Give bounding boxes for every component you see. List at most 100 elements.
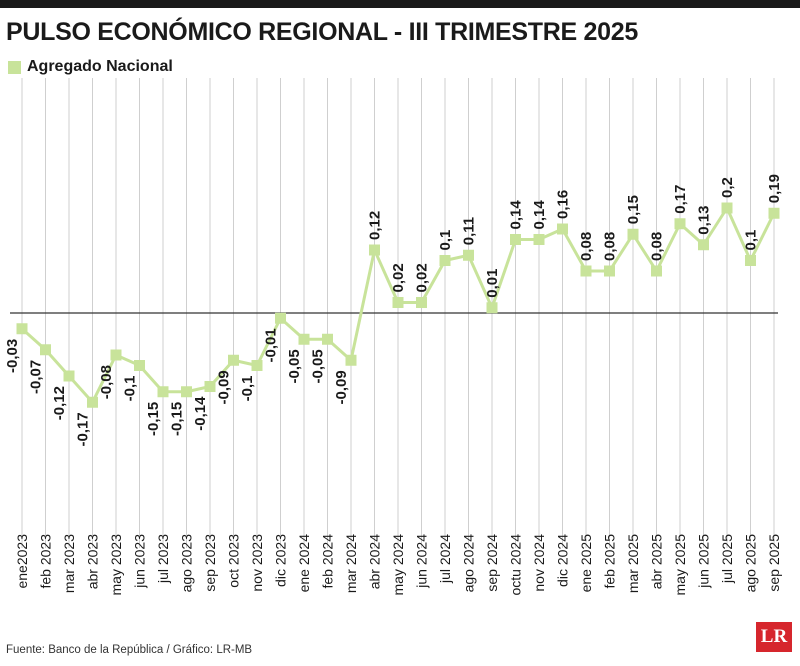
data-point — [627, 228, 639, 240]
data-label: 0,02 — [390, 263, 407, 292]
data-point — [251, 360, 263, 371]
data-label: -0,15 — [169, 402, 186, 436]
x-tick-label: jul 2025 — [719, 534, 735, 584]
line-chart: -0,03-0,07-0,12-0,17-0,08 -0,1-0,15 -0,15-… — [4, 78, 783, 596]
data-point — [533, 234, 545, 245]
data-label: 0,13 — [696, 206, 713, 235]
x-tick-label: feb 2023 — [38, 534, 54, 589]
data-point — [557, 223, 568, 235]
x-tick-label: abr 2025 — [649, 534, 665, 589]
x-tick-label: feb 2024 — [320, 534, 336, 589]
data-point — [63, 370, 75, 382]
data-point — [16, 323, 28, 335]
legend: Agregado Nacional — [8, 58, 173, 76]
data-point — [721, 202, 733, 214]
data-label: -0,09 — [216, 370, 233, 404]
data-point — [674, 218, 686, 230]
x-tick-label: dic 2024 — [555, 534, 571, 587]
x-tick-label: jul 2024 — [437, 534, 453, 584]
data-label: 0,08 — [649, 232, 666, 261]
data-label: 0,08 — [602, 232, 619, 261]
x-tick-label: ene2023 — [14, 534, 30, 589]
x-tick-label: mar 2025 — [625, 534, 641, 593]
data-label: 0,16 — [555, 190, 572, 219]
data-point — [322, 333, 333, 345]
data-label: 0,1 — [743, 230, 760, 251]
x-tick-label: sep 2024 — [484, 534, 500, 592]
top-rule — [0, 0, 800, 8]
data-point — [134, 360, 145, 371]
data-point — [345, 354, 357, 366]
data-label: 0,11 — [461, 217, 478, 245]
data-label: -0,07 — [28, 360, 45, 394]
x-tick-label: abr 2024 — [367, 534, 383, 589]
x-tick-label: nov 2023 — [249, 534, 265, 592]
data-label: -0,01 — [263, 328, 280, 362]
data-label: -0,17 — [75, 412, 92, 446]
data-point — [110, 349, 122, 361]
data-point — [580, 265, 592, 277]
x-tick-label: mar 2023 — [61, 534, 77, 593]
x-tick-label: dic 2023 — [273, 534, 289, 587]
data-label: -0,05 — [286, 349, 303, 383]
source-note: Fuente: Banco de la República / Gráfico:… — [6, 644, 253, 656]
data-point — [157, 386, 169, 398]
x-tick-label: ago 2023 — [179, 534, 195, 593]
data-label: 0,01 — [484, 269, 501, 298]
legend-label: Agregado Nacional — [27, 58, 173, 75]
x-tick-label: may 2024 — [390, 534, 406, 596]
x-tick-label: octu 2024 — [508, 534, 524, 596]
x-tick-label: feb 2025 — [602, 534, 618, 589]
data-point — [768, 207, 780, 219]
data-point — [87, 396, 98, 408]
x-tick-label: mar 2024 — [343, 534, 359, 593]
data-label: 0,12 — [367, 211, 384, 240]
lr-logo: LR — [756, 622, 792, 652]
data-label: 0,02 — [414, 263, 431, 292]
x-tick-label: ene 2024 — [296, 534, 312, 593]
x-tick-label: jun 2023 — [132, 534, 148, 589]
data-point — [275, 312, 286, 324]
data-point — [604, 265, 615, 277]
data-label: 0,2 — [719, 177, 736, 198]
x-tick-label: jun 2025 — [696, 534, 712, 589]
data-point — [228, 354, 239, 366]
data-label: -0,05 — [310, 349, 327, 383]
data-point — [416, 297, 427, 308]
chart-title: PULSO ECONÓMICO REGIONAL - III TRIMESTRE… — [6, 18, 638, 46]
x-tick-label: abr 2023 — [85, 534, 101, 589]
data-point — [486, 302, 498, 314]
x-tick-label: oct 2023 — [226, 534, 242, 588]
data-label: 0,17 — [672, 185, 689, 214]
data-label: 0,08 — [578, 232, 595, 261]
x-tick-label: sep 2023 — [202, 534, 218, 592]
logo-text: LR — [760, 626, 788, 647]
data-label: -0,1 — [122, 376, 139, 402]
data-label: 0,19 — [766, 174, 783, 203]
data-point — [392, 297, 404, 308]
x-tick-label: nov 2024 — [531, 534, 547, 592]
data-point — [651, 265, 662, 277]
x-tick-label: ene 2025 — [578, 534, 594, 593]
x-tick-label: jun 2024 — [414, 534, 430, 589]
data-label: 0,14 — [508, 200, 525, 230]
data-point — [463, 249, 474, 261]
legend-swatch — [8, 60, 21, 74]
data-point — [181, 386, 192, 398]
data-point — [439, 255, 451, 266]
x-tick-label: jul 2023 — [155, 534, 171, 584]
data-point — [369, 244, 380, 256]
data-point — [204, 381, 216, 392]
x-tick-label: may 2023 — [108, 534, 124, 596]
data-point — [698, 239, 709, 251]
data-label: -0,12 — [51, 386, 68, 420]
data-label: -0,15 — [145, 402, 162, 436]
x-tick-label: ago 2024 — [461, 534, 477, 593]
x-tick-label: sep 2025 — [766, 534, 782, 592]
data-label: -0,09 — [333, 370, 350, 404]
data-point — [510, 234, 521, 245]
data-label: 0,14 — [531, 200, 548, 230]
data-label: -0,1 — [239, 376, 256, 402]
x-tick-label: may 2025 — [672, 534, 688, 596]
data-label: -0,14 — [192, 396, 209, 431]
